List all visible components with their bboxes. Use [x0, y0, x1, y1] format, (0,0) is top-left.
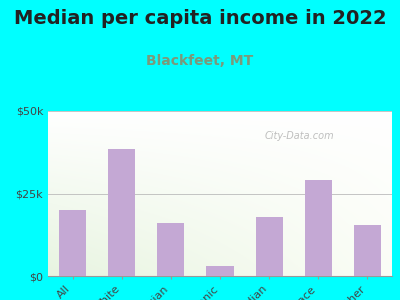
Text: Blackfeet, MT: Blackfeet, MT [146, 54, 254, 68]
Bar [59, 210, 86, 276]
Bar [206, 266, 234, 276]
Bar [305, 180, 332, 276]
Bar [108, 149, 135, 276]
Bar [157, 223, 184, 276]
Bar [256, 217, 283, 276]
Bar [354, 225, 381, 276]
Text: City-Data.com: City-Data.com [264, 131, 334, 141]
Text: Median per capita income in 2022: Median per capita income in 2022 [14, 9, 386, 28]
